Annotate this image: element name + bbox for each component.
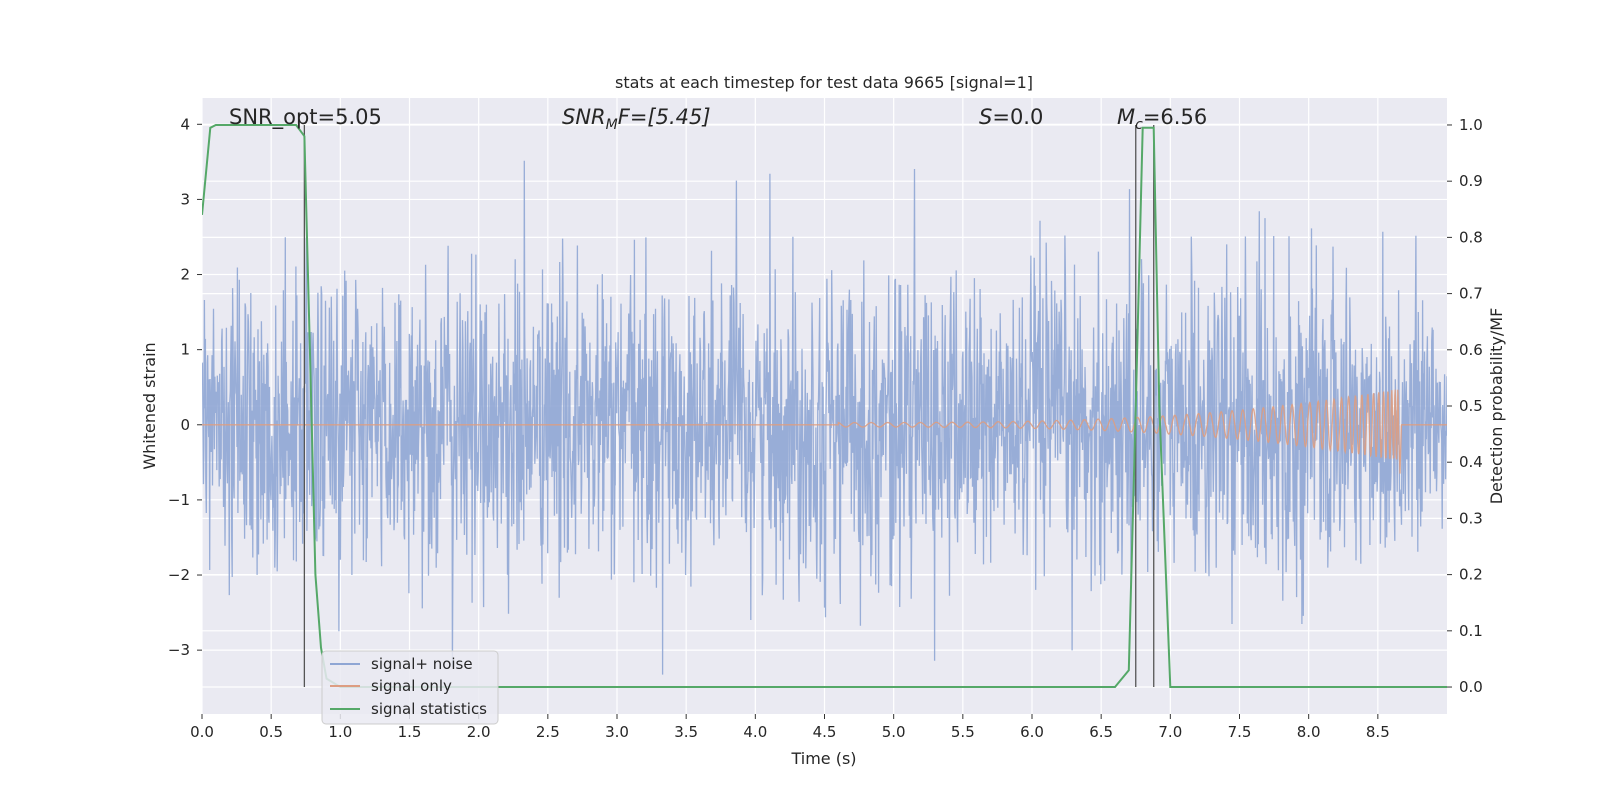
x-tick-label: 7.5: [1228, 723, 1252, 741]
legend-label-signal-plus-noise: signal+ noise: [371, 655, 473, 673]
y-left-tick-label: −1: [168, 491, 190, 509]
legend-box: [321, 650, 499, 725]
y-right-tick-label: 0.5: [1459, 397, 1483, 415]
x-tick-label: 3.0: [605, 723, 629, 741]
annotation-snr-mf: SNRMF=[5.45]: [562, 105, 711, 133]
annotation-s: S=0.0: [979, 105, 1043, 129]
x-tick-label: 2.0: [467, 723, 491, 741]
y-right-tick-label: 0.1: [1459, 622, 1483, 640]
annotation-s-rest: =0.0: [992, 105, 1043, 129]
y-left-tick-label: 3: [180, 190, 190, 208]
x-axis-label: Time (s): [790, 749, 856, 768]
y-left-tick-label: 1: [180, 341, 190, 359]
signal-trace: [202, 389, 1447, 474]
x-tick-label: 6.0: [1020, 723, 1044, 741]
annotation-mc-sub: c: [1135, 117, 1143, 133]
series-signal-only: [202, 389, 1447, 474]
chart-title: stats at each timestep for test data 966…: [615, 73, 1033, 92]
series-signal-plus-noise: [202, 160, 1447, 675]
y-axis-right-label: Detection probability/MF: [1487, 308, 1506, 505]
x-tick-label: 8.5: [1366, 723, 1390, 741]
x-tick-label: 0.0: [190, 723, 214, 741]
y-right-tick-label: 0.3: [1459, 509, 1483, 527]
y-left-tick-label: −3: [168, 641, 190, 659]
y-axis-left-ticks: 4 3 2 1 0 −1 −2 −3: [168, 115, 202, 659]
x-tick-label: 1.5: [398, 723, 422, 741]
x-tick-label: 5.0: [882, 723, 906, 741]
x-tick-label: 2.5: [536, 723, 560, 741]
y-left-tick-label: 2: [180, 266, 190, 284]
y-right-tick-label: 1.0: [1459, 116, 1483, 134]
x-tick-label: 8.0: [1297, 723, 1321, 741]
y-right-tick-label: 0.6: [1459, 341, 1483, 359]
y-left-tick-label: 4: [180, 115, 190, 133]
annotation-snr-mf-rest: F=[5.45]: [618, 105, 711, 129]
annotation-mc: Mc=6.56: [1117, 105, 1207, 133]
x-tick-label: 4.0: [743, 723, 767, 741]
y-right-tick-label: 0.7: [1459, 285, 1483, 303]
x-tick-label: 7.0: [1158, 723, 1182, 741]
x-tick-label: 0.5: [259, 723, 283, 741]
x-tick-label: 3.5: [674, 723, 698, 741]
x-tick-label: 5.5: [951, 723, 975, 741]
legend-label-signal-statistics: signal statistics: [371, 700, 487, 718]
annotation-snr-mf-sub: M: [606, 117, 618, 133]
legend-label-signal-only: signal only: [371, 677, 452, 695]
x-tick-label: 6.5: [1089, 723, 1113, 741]
y-right-tick-label: 0.9: [1459, 172, 1483, 190]
annotation-snr-mf-main: SNR: [562, 105, 606, 129]
x-tick-label: 4.5: [813, 723, 837, 741]
annotation-mc-rest: =6.56: [1143, 105, 1207, 129]
y-right-tick-label: 0.8: [1459, 228, 1483, 246]
y-left-tick-label: 0: [180, 416, 190, 434]
annotation-mc-main: M: [1117, 105, 1135, 129]
legend: signal+ noise signal only signal statist…: [321, 650, 499, 725]
y-axis-left-label: Whitened strain: [140, 342, 159, 469]
annotation-s-main: S: [979, 105, 992, 129]
y-right-tick-label: 0.0: [1459, 678, 1483, 696]
y-right-tick-label: 0.4: [1459, 453, 1483, 471]
x-axis-ticks: 0.0 0.5 1.0 1.5 2.0 2.5 3.0 3.5 4.0 4.5 5.0 5.5 6.0 6…: [190, 714, 1390, 741]
y-right-tick-label: 0.2: [1459, 566, 1483, 584]
x-tick-label: 1.0: [328, 723, 352, 741]
y-left-tick-label: −2: [168, 566, 190, 584]
annotation-snr-opt: SNR_opt=5.05: [229, 105, 382, 130]
noise-trace: [202, 160, 1447, 675]
y-axis-right-ticks: 1.0 0.9 0.8 0.7 0.6 0.5 0.4 0.3 0.2 0.1 0.0: [1447, 116, 1483, 696]
grid: [201, 98, 1447, 714]
